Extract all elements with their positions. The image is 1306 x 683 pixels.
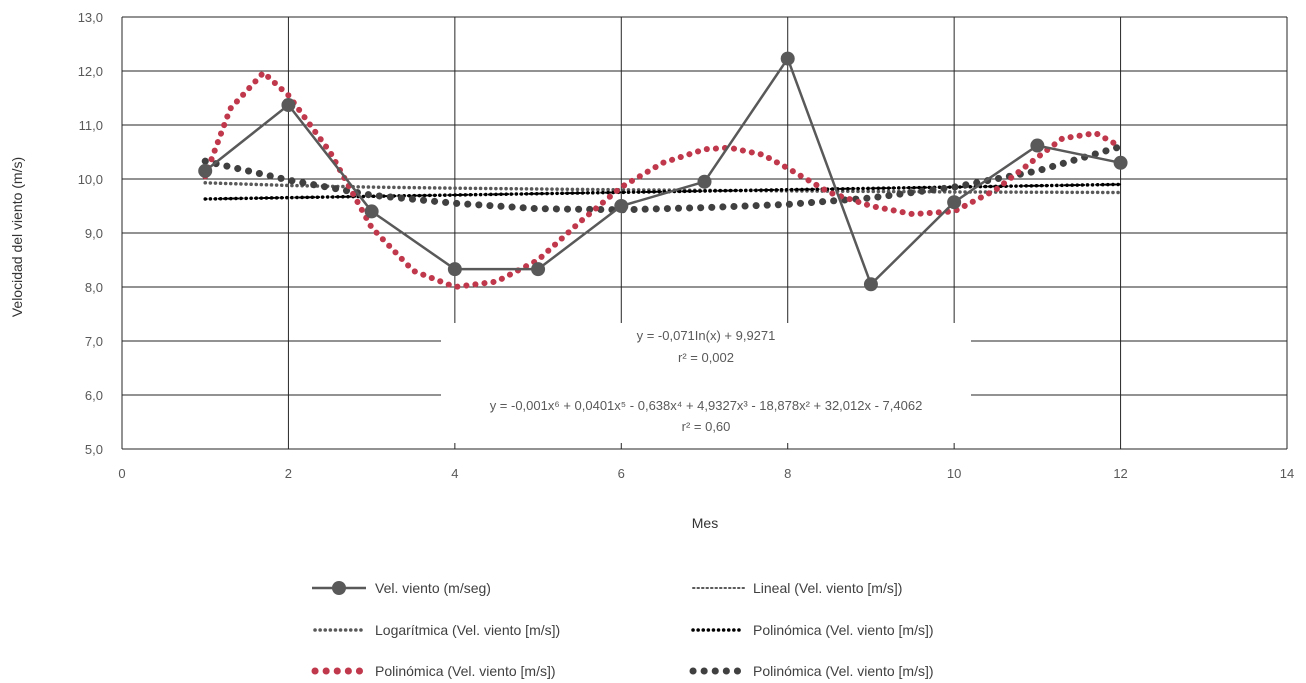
data-point-vel-viento [447,262,462,277]
y-axis-title: Velocidad del viento (m/s) [9,157,25,317]
y-tick-label: 8,0 [85,280,103,295]
data-point-vel-viento [780,51,795,66]
legend-label: Polinómica (Vel. viento [m/s]) [753,622,934,638]
data-point-vel-viento [614,199,629,213]
x-axis-ticks: 0 2 4 6 8 10 12 14 [118,466,1294,481]
log-equation-text: y = -0,071In(x) + 9,9271 [637,328,776,343]
data-point-vel-viento [281,98,296,113]
x-tick-label: 12 [1113,466,1127,481]
poly-equation-text: y = -0,001x⁶ + 0,0401x⁵ - 0,638x⁴ + 4,93… [490,398,923,413]
log-equation-text: r² = 0,002 [678,350,734,365]
poly-equation-text: r² = 0,60 [682,419,731,434]
x-axis-title: Mes [692,515,718,531]
y-tick-label: 9,0 [85,226,103,241]
legend-label: Polinómica (Vel. viento [m/s]) [753,663,934,679]
data-point-vel-viento [531,262,546,277]
legend-label: Polinómica (Vel. viento [m/s]) [375,663,556,679]
x-tick-label: 2 [285,466,292,481]
x-tick-label: 8 [784,466,791,481]
series-line-vel-viento [204,55,1121,287]
data-point-vel-viento [198,163,213,178]
x-tick-label: 0 [118,466,125,481]
y-tick-label: 6,0 [85,388,103,403]
x-tick-label: 10 [947,466,961,481]
y-tick-label: 12,0 [78,64,103,79]
trendline-5 [203,182,1123,201]
legend-label: Logarítmica (Vel. viento [m/s]) [375,622,560,638]
data-point-vel-viento [1113,155,1128,170]
equation-annotations: y = -0,071In(x) + 9,9271 r² = 0,002 y = -0… [441,323,971,443]
data-point-vel-viento [1030,138,1045,153]
x-tick-label: 4 [451,466,458,481]
data-point-vel-viento [863,277,878,292]
x-tick-label: 14 [1280,466,1294,481]
legend-label: Vel. viento (m/seg) [375,580,491,596]
x-tick-label: 6 [618,466,625,481]
data-point-vel-viento [947,195,962,210]
annotation-box [441,323,971,443]
legend-swatch-marker [332,581,346,595]
data-point-vel-viento [697,174,712,189]
chart-legend: Vel. viento (m/seg) Lineal (Vel. viento [… [311,580,934,679]
legend-label: Lineal (Vel. viento [m/s]) [753,580,902,596]
y-tick-label: 13,0 [78,10,103,25]
y-tick-label: 11,0 [79,118,103,133]
y-tick-label: 10,0 [78,172,103,187]
y-tick-label: 7,0 [85,334,103,349]
y-tick-label: 5,0 [85,442,103,457]
plot-series [198,51,1128,292]
trendline-3 [202,69,1124,290]
data-point-vel-viento [364,204,379,219]
y-axis-ticks: 5,0 6,0 7,0 8,0 9,0 10,0 11,0 12,0 13,0 [78,10,103,457]
